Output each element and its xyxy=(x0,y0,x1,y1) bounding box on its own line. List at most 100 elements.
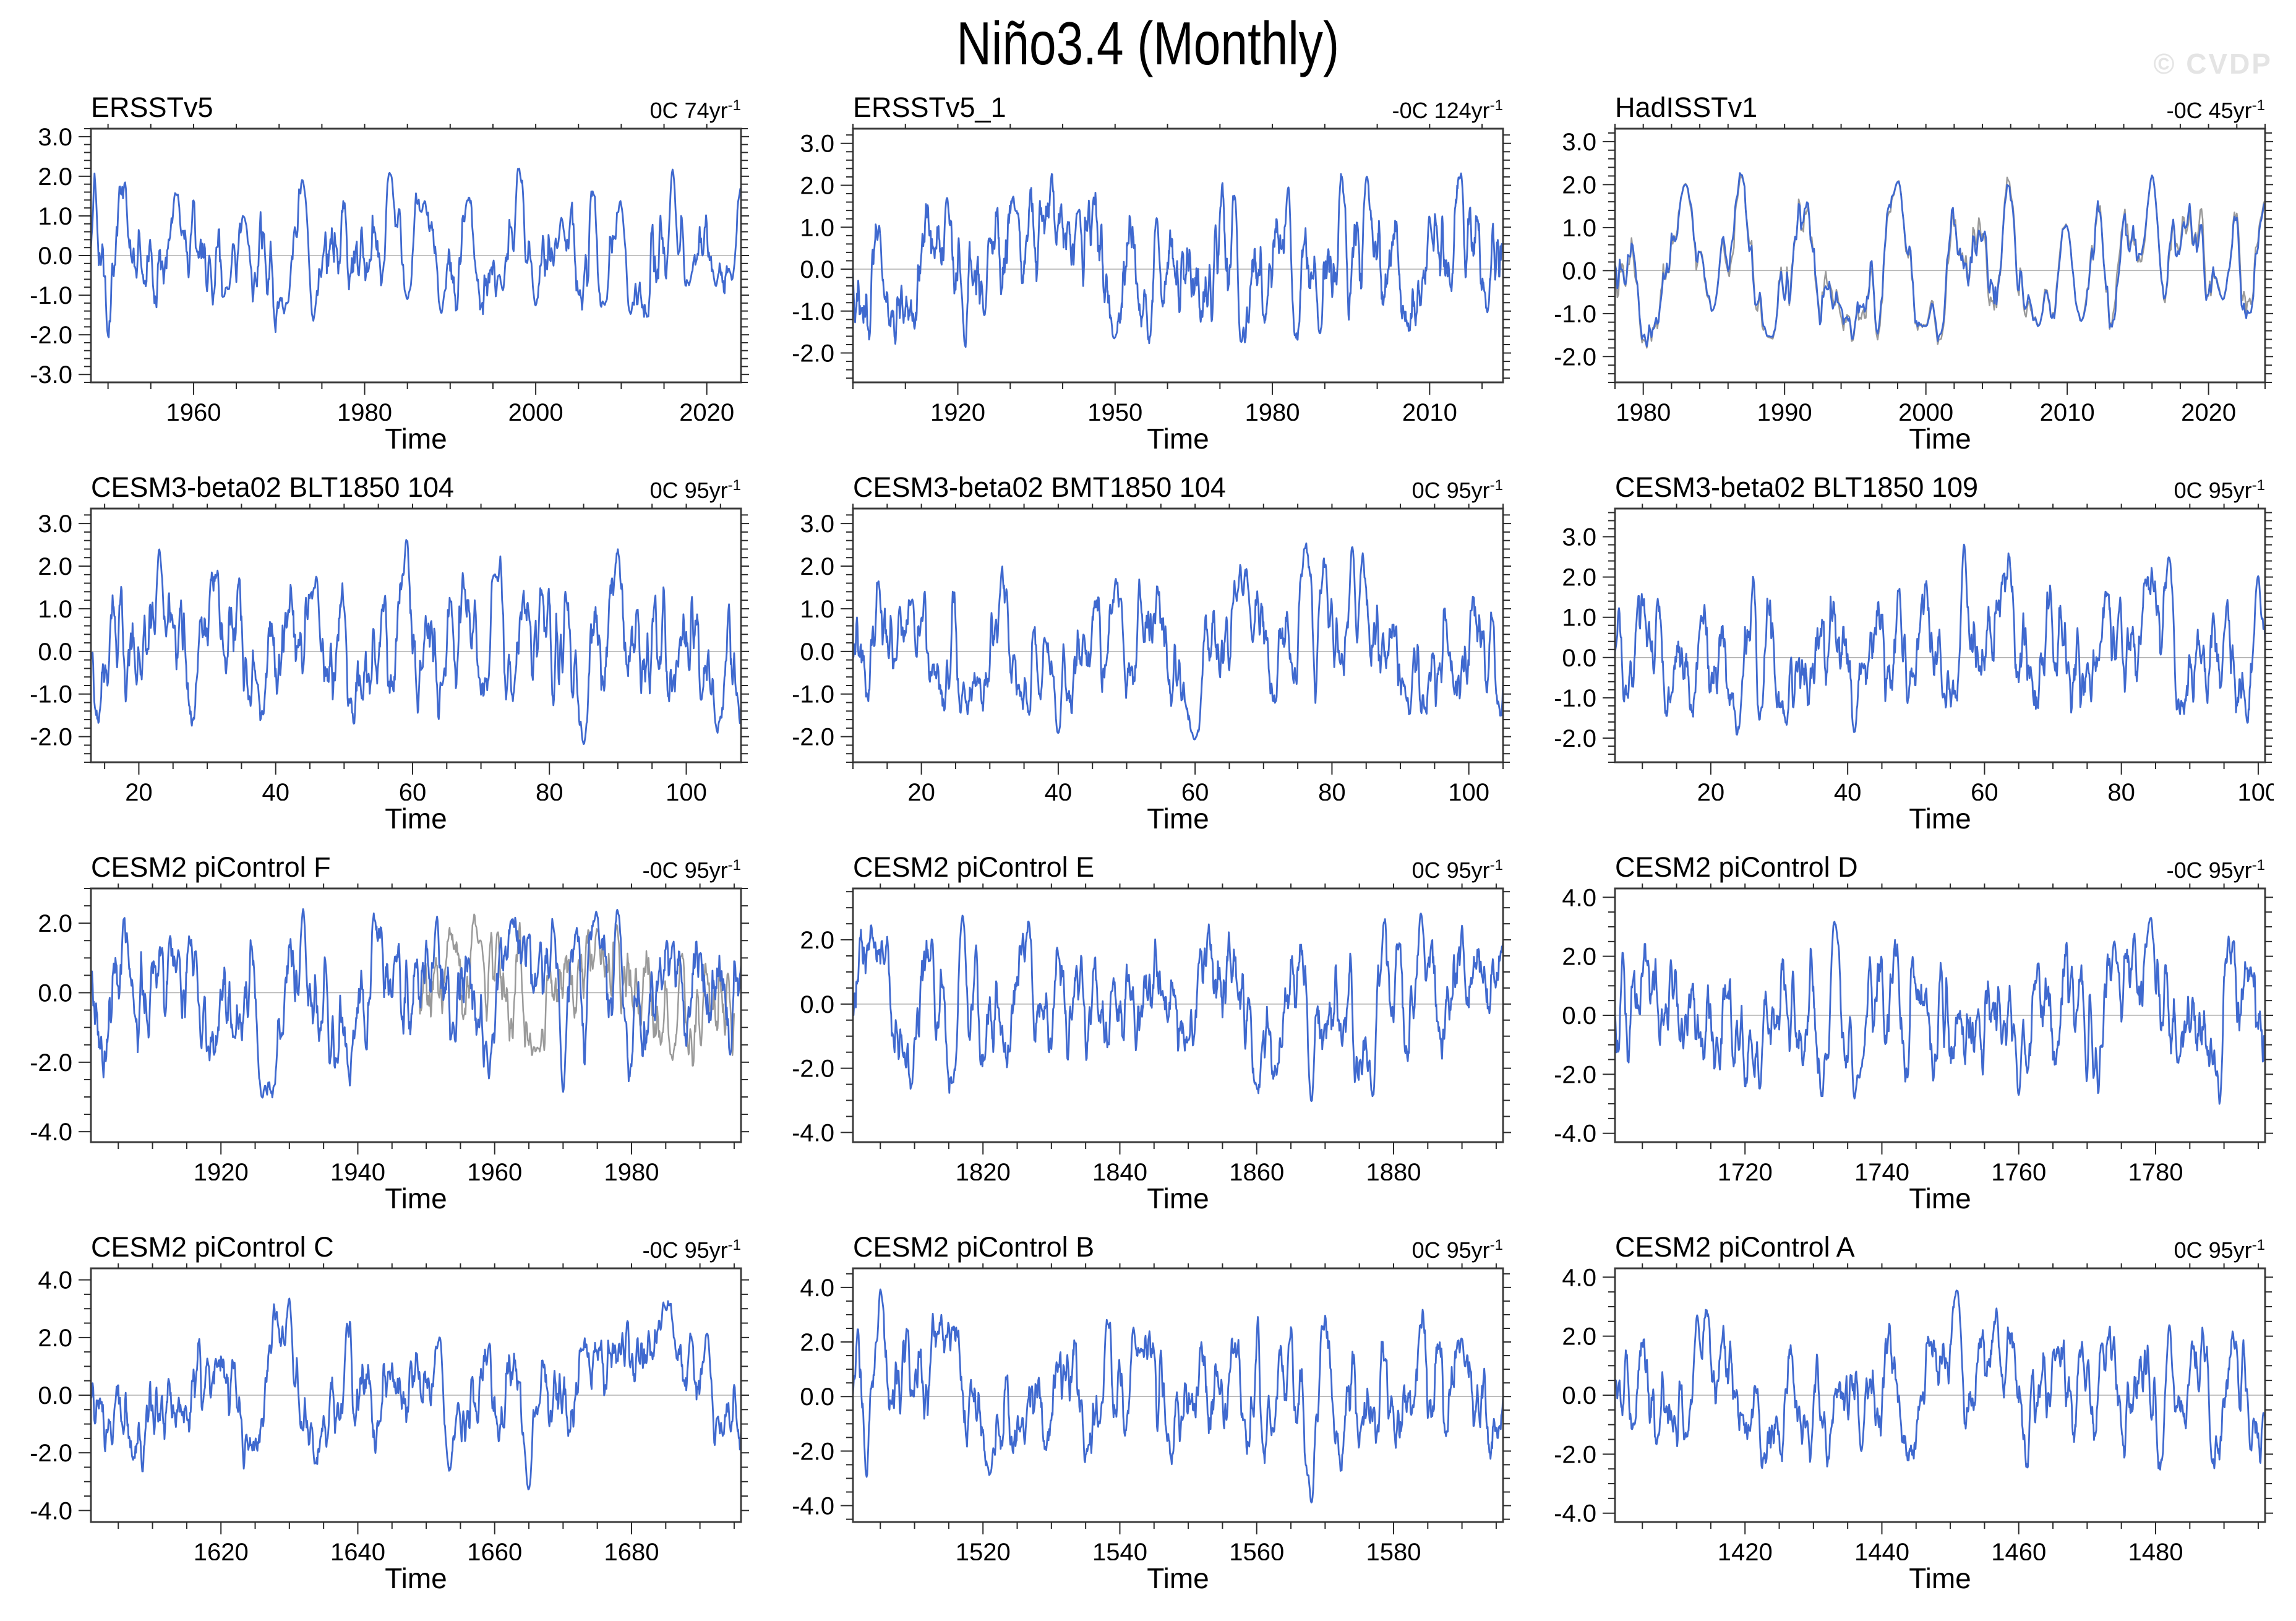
y-tick-label: -2.0 xyxy=(1554,725,1596,752)
y-tick-label: -2.0 xyxy=(792,1438,834,1465)
y-tick-label: 2.0 xyxy=(800,927,834,954)
y-tick-label: 2.0 xyxy=(1562,564,1596,591)
panel-title: CESM2 piControl A xyxy=(1615,1231,1855,1263)
x-tick-label: 80 xyxy=(2107,779,2135,801)
y-tick-label: -1.0 xyxy=(1554,301,1596,328)
y-tick-label: -2.0 xyxy=(30,1440,72,1467)
x-tick-label: 100 xyxy=(666,779,707,801)
panel-cesm3-blt1850-104: CESM3-beta02 BLT1850 104 0C 95yr-1 20 40 6… xyxy=(26,471,750,835)
y-tick-label: 3.0 xyxy=(38,510,72,538)
panel-header: CESM3-beta02 BLT1850 104 0C 95yr-1 xyxy=(91,471,741,504)
panel-header: CESM3-beta02 BLT1850 109 0C 95yr-1 xyxy=(1615,471,2265,504)
y-tick-label: 4.0 xyxy=(1562,884,1596,911)
x-tick-label: 2000 xyxy=(508,399,563,421)
panel-header: HadISSTv1 -0C 45yr-1 xyxy=(1615,92,2265,124)
x-tick-label: 1940 xyxy=(330,1159,385,1180)
timeseries-plot: 1520 1540 1560 1580 -4.0 -2.0 0.0 2.0 4.0 xyxy=(792,1263,1511,1560)
cvdp-watermark: © CVDP xyxy=(2153,48,2272,80)
timeseries-plot: 1620 1640 1660 1680 -4.0 -2.0 0.0 2.0 4.0 xyxy=(30,1263,749,1560)
x-tick-label: 1720 xyxy=(1718,1159,1773,1180)
x-tick-label: 100 xyxy=(1448,779,1489,801)
x-tick-label: 2000 xyxy=(1898,399,1953,421)
panel-title: CESM2 piControl D xyxy=(1615,851,1858,883)
series-nino34-index xyxy=(1614,1289,2266,1471)
y-tick-label: 2.0 xyxy=(38,553,72,580)
y-tick-label: 2.0 xyxy=(800,553,834,580)
x-tick-label: 1540 xyxy=(1092,1539,1147,1560)
x-axis-label: Time xyxy=(1147,1562,1209,1594)
x-axis-label: Time xyxy=(385,423,447,455)
panel-grid: ERSSTv5 0C 74yr-1 1960 1980 2000 2020 -3.0 -2… xyxy=(26,92,2296,1595)
series-nino34-index xyxy=(90,168,742,338)
y-tick-label: -2.0 xyxy=(30,724,72,751)
x-tick-label: 1460 xyxy=(1991,1539,2046,1560)
y-tick-label: 0.0 xyxy=(38,639,72,666)
series-nino34-index xyxy=(1614,543,2266,736)
y-tick-label: 4.0 xyxy=(38,1267,72,1294)
series-nino34-index xyxy=(90,1297,742,1490)
timeseries-plot: 1980 1990 2000 2010 2020 -2.0 -1.0 0.0 1.0 2.0 3.0 xyxy=(1554,124,2273,421)
y-tick-label: -1.0 xyxy=(792,298,834,325)
panel-header: ERSSTv5_1 -0C 124yr-1 xyxy=(853,92,1503,124)
y-tick-label: 0.0 xyxy=(1562,1382,1596,1409)
series-nino34-index xyxy=(852,1288,1504,1503)
y-tick-label: 2.0 xyxy=(38,910,72,937)
x-axis-label: Time xyxy=(1147,423,1209,455)
y-tick-label: -2.0 xyxy=(792,724,834,751)
y-tick-label: 4.0 xyxy=(1562,1264,1596,1291)
y-tick-label: 2.0 xyxy=(800,1329,834,1356)
y-tick-label: 2.0 xyxy=(800,172,834,199)
y-tick-label: 0.0 xyxy=(38,243,72,270)
y-tick-label: -2.0 xyxy=(1554,343,1596,371)
x-tick-label: 2020 xyxy=(679,399,734,421)
panel-header: CESM2 piControl A 0C 95yr-1 xyxy=(1615,1231,2265,1263)
y-tick-label: -1.0 xyxy=(30,282,72,309)
y-tick-label: -4.0 xyxy=(1554,1120,1596,1148)
trend-label: 0C 95yr-1 xyxy=(1411,477,1503,503)
y-tick-label: 3.0 xyxy=(1562,129,1596,156)
x-axis-label: Time xyxy=(1147,1182,1209,1215)
y-tick-label: 1.0 xyxy=(800,214,834,241)
y-tick-label: 2.0 xyxy=(1562,171,1596,199)
y-tick-label: -4.0 xyxy=(792,1119,834,1146)
x-tick-label: 2010 xyxy=(1402,399,1457,421)
trend-label: 0C 74yr-1 xyxy=(649,97,741,123)
series-nino34-index xyxy=(1614,917,2266,1105)
timeseries-plot: 20 40 60 80 100 -2.0 -1.0 0.0 1.0 2.0 3.0 xyxy=(30,504,749,801)
y-tick-label: 0.0 xyxy=(800,639,834,666)
panel-cesm2-picontrol-a: CESM2 piControl A 0C 95yr-1 1420 1440 1460… xyxy=(1550,1231,2274,1595)
panel-title: CESM3-beta02 BLT1850 109 xyxy=(1615,471,1979,503)
y-tick-label: 0.0 xyxy=(800,256,834,283)
x-axis-label: Time xyxy=(1909,1182,1971,1215)
page-title: Niño3.4 (Monthly) xyxy=(956,9,1340,77)
x-tick-label: 20 xyxy=(907,779,935,801)
x-tick-label: 40 xyxy=(1045,779,1073,801)
x-axis-label: Time xyxy=(1909,423,1971,455)
panel-header: CESM3-beta02 BMT1850 104 0C 95yr-1 xyxy=(853,471,1503,504)
y-tick-label: 3.0 xyxy=(38,124,72,151)
timeseries-plot: 20 40 60 80 100 -2.0 -1.0 0.0 1.0 2.0 3.0 xyxy=(792,504,1511,801)
x-tick-label: 1640 xyxy=(330,1539,385,1560)
timeseries-plot: 1920 1940 1960 1980 -4.0 -2.0 0.0 2.0 xyxy=(30,884,749,1180)
y-tick-label: -1.0 xyxy=(792,681,834,708)
timeseries-plot: 1720 1740 1760 1780 -4.0 -2.0 0.0 2.0 4.0 xyxy=(1554,884,2273,1180)
series-nino34-index xyxy=(90,908,742,1099)
x-tick-label: 1880 xyxy=(1366,1159,1421,1180)
panel-cesm3-bmt1850-104: CESM3-beta02 BMT1850 104 0C 95yr-1 20 40 6… xyxy=(788,471,1512,835)
x-tick-label: 2020 xyxy=(2181,399,2236,421)
y-tick-label: -3.0 xyxy=(30,361,72,389)
y-tick-label: 3.0 xyxy=(800,510,834,538)
series-nino34-index xyxy=(1614,172,2266,348)
panel-title: CESM3-beta02 BLT1850 104 xyxy=(91,471,455,503)
y-tick-label: 2.0 xyxy=(1562,944,1596,971)
axis-frame xyxy=(852,1267,1504,1523)
axis-frame xyxy=(852,887,1504,1143)
panel-header: CESM2 piControl D -0C 95yr-1 xyxy=(1615,851,2265,884)
timeseries-plot: 1820 1840 1860 1880 -4.0 -2.0 0.0 2.0 xyxy=(792,884,1511,1180)
x-tick-label: 2010 xyxy=(2040,399,2095,421)
x-tick-label: 1440 xyxy=(1854,1539,1909,1560)
axis-frame xyxy=(90,887,742,1143)
y-tick-label: -2.0 xyxy=(1554,1441,1596,1468)
y-tick-label: 1.0 xyxy=(1562,215,1596,242)
panel-title: ERSSTv5 xyxy=(91,92,213,123)
